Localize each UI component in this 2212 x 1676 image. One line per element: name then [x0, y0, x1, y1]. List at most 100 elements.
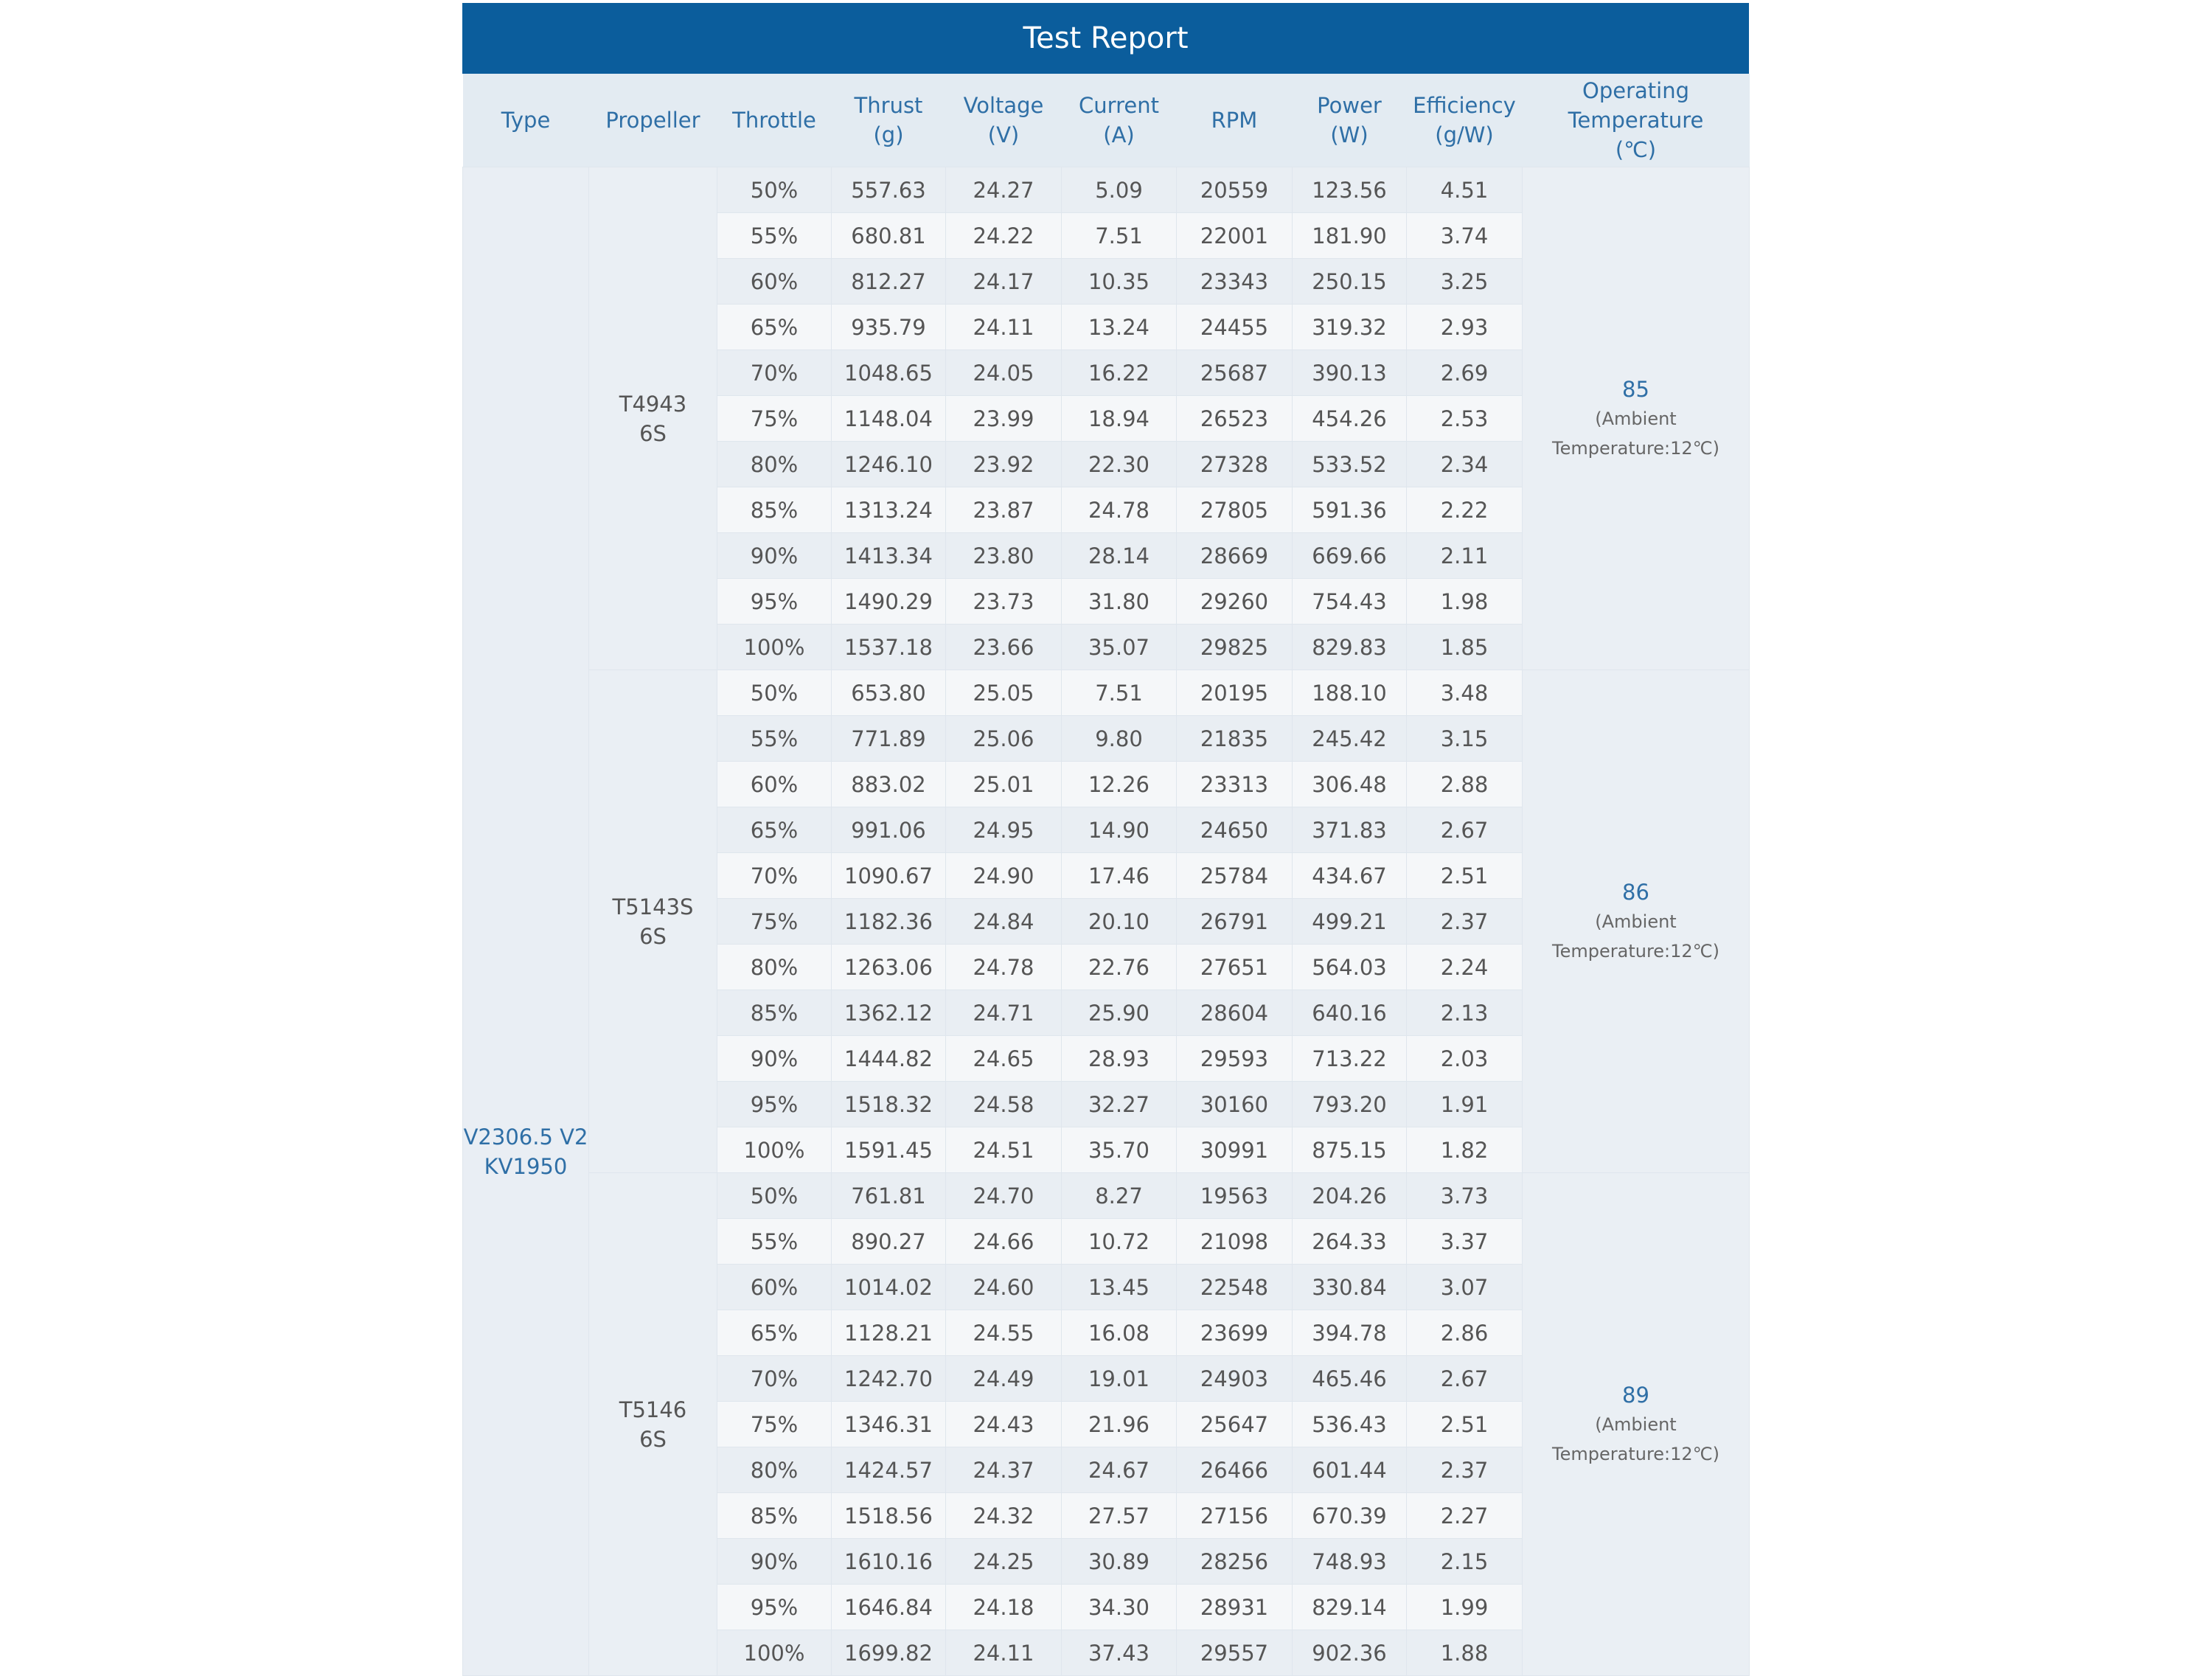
report: Test Report Type Propeller Throttle Thrust (… [462, 3, 1750, 1676]
header-row: Type Propeller Throttle Thrust (g) Voltage (V)… [462, 74, 1750, 167]
data-cell: 5.09 [1061, 167, 1177, 213]
data-cell: 250.15 [1292, 258, 1407, 305]
data-cell: 70% [717, 1355, 832, 1402]
data-cell: 23.99 [945, 395, 1062, 442]
data-cell: 7.51 [1061, 212, 1177, 259]
header-line: Throttle [732, 108, 816, 133]
data-cell: 2.93 [1406, 304, 1523, 350]
data-row: 65% 1128.21 24.55 16.08 23699 394.78 2.86 [463, 1310, 1750, 1356]
data-cell: 23.92 [945, 441, 1062, 487]
header-line: Power [1317, 93, 1382, 118]
data-cell: 29825 [1176, 624, 1293, 670]
temperature-value: 85 [1622, 376, 1649, 402]
data-cell: 1646.84 [831, 1584, 946, 1630]
data-cell: 70% [717, 852, 832, 899]
data-cell: 533.52 [1292, 441, 1407, 487]
data-cell: 2.88 [1406, 761, 1523, 807]
data-cell: 23699 [1176, 1310, 1293, 1356]
data-row: 85% 1362.12 24.71 25.90 28604 640.16 2.13 [463, 990, 1750, 1036]
data-cell: 465.46 [1292, 1355, 1407, 1402]
data-cell: 1014.02 [831, 1264, 946, 1310]
propeller-cell: T5143S 6S [588, 670, 717, 1173]
data-cell: 100% [717, 1630, 832, 1676]
data-cell: 454.26 [1292, 395, 1407, 442]
data-cell: 10.35 [1061, 258, 1177, 305]
data-cell: 24.84 [945, 898, 1062, 945]
data-cell: 3.74 [1406, 212, 1523, 259]
data-cell: 1.85 [1406, 624, 1523, 670]
data-cell: 123.56 [1292, 167, 1407, 213]
data-cell: 28256 [1176, 1538, 1293, 1585]
data-cell: 1413.34 [831, 532, 946, 579]
header-line: Current [1079, 93, 1159, 118]
data-cell: 2.15 [1406, 1538, 1523, 1585]
data-cell: 3.07 [1406, 1264, 1523, 1310]
data-cell: 80% [717, 441, 832, 487]
data-cell: 829.14 [1292, 1584, 1407, 1630]
data-cell: 29557 [1176, 1630, 1293, 1676]
data-cell: 55% [717, 212, 832, 259]
data-cell: 24.49 [945, 1355, 1062, 1402]
data-cell: 90% [717, 532, 832, 579]
data-cell: 28604 [1176, 990, 1293, 1036]
data-cell: 26466 [1176, 1447, 1293, 1493]
data-cell: 55% [717, 1218, 832, 1265]
data-cell: 181.90 [1292, 212, 1407, 259]
temperature-note: Temperature:12℃) [1552, 1443, 1719, 1464]
data-row: 75% 1346.31 24.43 21.96 25647 536.43 2.51 [463, 1401, 1750, 1447]
data-cell: 95% [717, 1584, 832, 1630]
header-line: (g/W) [1435, 122, 1494, 147]
header-line: (A) [1103, 122, 1135, 147]
data-cell: 319.32 [1292, 304, 1407, 350]
data-cell: 640.16 [1292, 990, 1407, 1036]
data-cell: 85% [717, 487, 832, 533]
data-cell: 204.26 [1292, 1172, 1407, 1219]
type-line: V2306.5 V2 [463, 1124, 588, 1150]
data-cell: 2.67 [1406, 1355, 1523, 1402]
data-cell: 25687 [1176, 350, 1293, 396]
header-line: Operating [1582, 78, 1689, 103]
data-cell: 26791 [1176, 898, 1293, 945]
data-cell: 24.65 [945, 1035, 1062, 1082]
data-cell: 2.37 [1406, 898, 1523, 945]
data-cell: 669.66 [1292, 532, 1407, 579]
data-row: 65% 991.06 24.95 14.90 24650 371.83 2.67 [463, 807, 1750, 853]
data-row: T5146 6S 50% 761.81 24.70 8.27 19563 204.26 3.73… [463, 1172, 1750, 1676]
data-cell: 85% [717, 1492, 832, 1539]
data-cell: 20559 [1176, 167, 1293, 213]
data-cell: 12.26 [1061, 761, 1177, 807]
data-row: 60% 812.27 24.17 10.35 23343 250.15 3.25 [463, 258, 1750, 305]
data-cell: 1242.70 [831, 1355, 946, 1402]
data-cell: 50% [717, 1172, 832, 1219]
data-row: 85% 1518.56 24.32 27.57 27156 670.39 2.27 [463, 1492, 1750, 1539]
column-header: Type [462, 74, 589, 167]
data-cell: 60% [717, 258, 832, 305]
header-line: (g) [873, 122, 904, 147]
type-cell: V2306.5 V2 KV1950 [462, 167, 589, 1676]
data-cell: 30991 [1176, 1127, 1293, 1173]
data-cell: 1518.32 [831, 1081, 946, 1127]
data-cell: 761.81 [831, 1172, 946, 1219]
data-cell: 80% [717, 1447, 832, 1493]
data-row: 80% 1263.06 24.78 22.76 27651 564.03 2.24 [463, 944, 1750, 990]
propeller-line: 6S [639, 420, 667, 446]
data-cell: 100% [717, 624, 832, 670]
data-cell: 1518.56 [831, 1492, 946, 1539]
data-cell: 1263.06 [831, 944, 946, 990]
data-cell: 793.20 [1292, 1081, 1407, 1127]
data-cell: 10.72 [1061, 1218, 1177, 1265]
data-cell: 264.33 [1292, 1218, 1407, 1265]
data-cell: 902.36 [1292, 1630, 1407, 1676]
data-cell: 499.21 [1292, 898, 1407, 945]
propeller-cell: T5146 6S [588, 1172, 717, 1676]
data-cell: 25784 [1176, 852, 1293, 899]
data-cell: 28669 [1176, 532, 1293, 579]
data-cell: 90% [717, 1538, 832, 1585]
data-cell: 24.17 [945, 258, 1062, 305]
data-row: T5143S 6S 50% 653.80 25.05 7.51 20195 188.10 3.4… [463, 670, 1750, 1173]
data-cell: 1.82 [1406, 1127, 1523, 1173]
data-row: 85% 1313.24 23.87 24.78 27805 591.36 2.22 [463, 487, 1750, 533]
propeller-cell: T4943 6S [588, 167, 717, 670]
data-cell: 24.78 [1061, 487, 1177, 533]
data-cell: 22548 [1176, 1264, 1293, 1310]
